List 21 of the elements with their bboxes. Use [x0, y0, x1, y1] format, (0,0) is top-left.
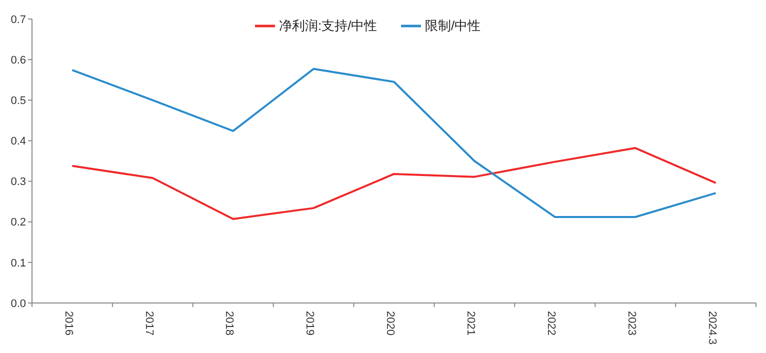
x-tick-label: 2019: [304, 311, 316, 336]
x-tick-label: 2020: [384, 311, 396, 336]
y-tick-label: 0.4: [10, 136, 26, 148]
line-series: [71, 147, 717, 220]
y-tick-label: 0.1: [10, 257, 26, 270]
y-tick-label: 0.3: [10, 176, 26, 188]
legend-label: 净利润:支持/中性: [279, 18, 378, 33]
y-tick-label: 0.2: [10, 216, 26, 229]
x-tick-label: 2024.3: [706, 311, 718, 345]
x-tick-label: 2016: [62, 311, 74, 336]
x-tick-label: 2022: [544, 311, 557, 336]
x-tick-label: 2021: [464, 311, 477, 336]
x-tick-label: 2023: [625, 311, 638, 336]
line-series: [71, 68, 717, 218]
y-tick-label: 0.6: [10, 54, 26, 66]
y-tick-label: 0.7: [10, 14, 26, 26]
y-tick-label: 0.5: [10, 94, 26, 107]
x-tick-label: 2018: [223, 311, 236, 336]
x-tick-label: 2017: [142, 311, 155, 336]
legend-label: 限制/中性: [425, 18, 481, 33]
y-tick-label: 0.0: [10, 298, 26, 310]
